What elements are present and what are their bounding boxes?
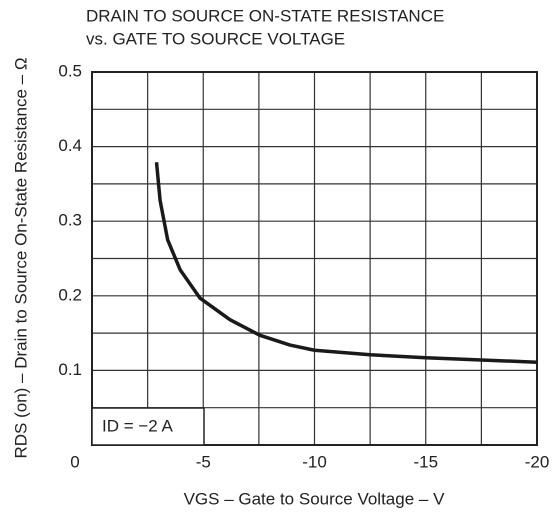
y-tick-label: 0.3: [58, 211, 82, 230]
y-tick-label: 0.4: [58, 136, 82, 155]
chart-subtitle: vs. GATE TO SOURCE VOLTAGE: [86, 29, 345, 48]
x-tick-label: -5: [196, 452, 211, 471]
y-axis-label: RDS (on) – Drain to Source On-State Resi…: [11, 57, 30, 458]
y-tick-label: 0.2: [58, 285, 82, 304]
x-axis-label: VGS – Gate to Source Voltage – V: [184, 489, 445, 508]
chart-title: DRAIN TO SOURCE ON-STATE RESISTANCE: [86, 6, 444, 25]
y-tick-label: 0.1: [58, 360, 82, 379]
x-tick-label: 0: [70, 452, 79, 471]
y-tick-label: 0.5: [58, 61, 82, 80]
curve: [154, 162, 538, 364]
x-tick-label: -10: [302, 452, 327, 471]
x-tick-label: -20: [525, 452, 550, 471]
annotation-box: [91, 407, 205, 446]
annotation: ID = −2 A: [102, 416, 174, 435]
plot-frame: [91, 71, 538, 446]
x-tick-label: -15: [413, 452, 438, 471]
